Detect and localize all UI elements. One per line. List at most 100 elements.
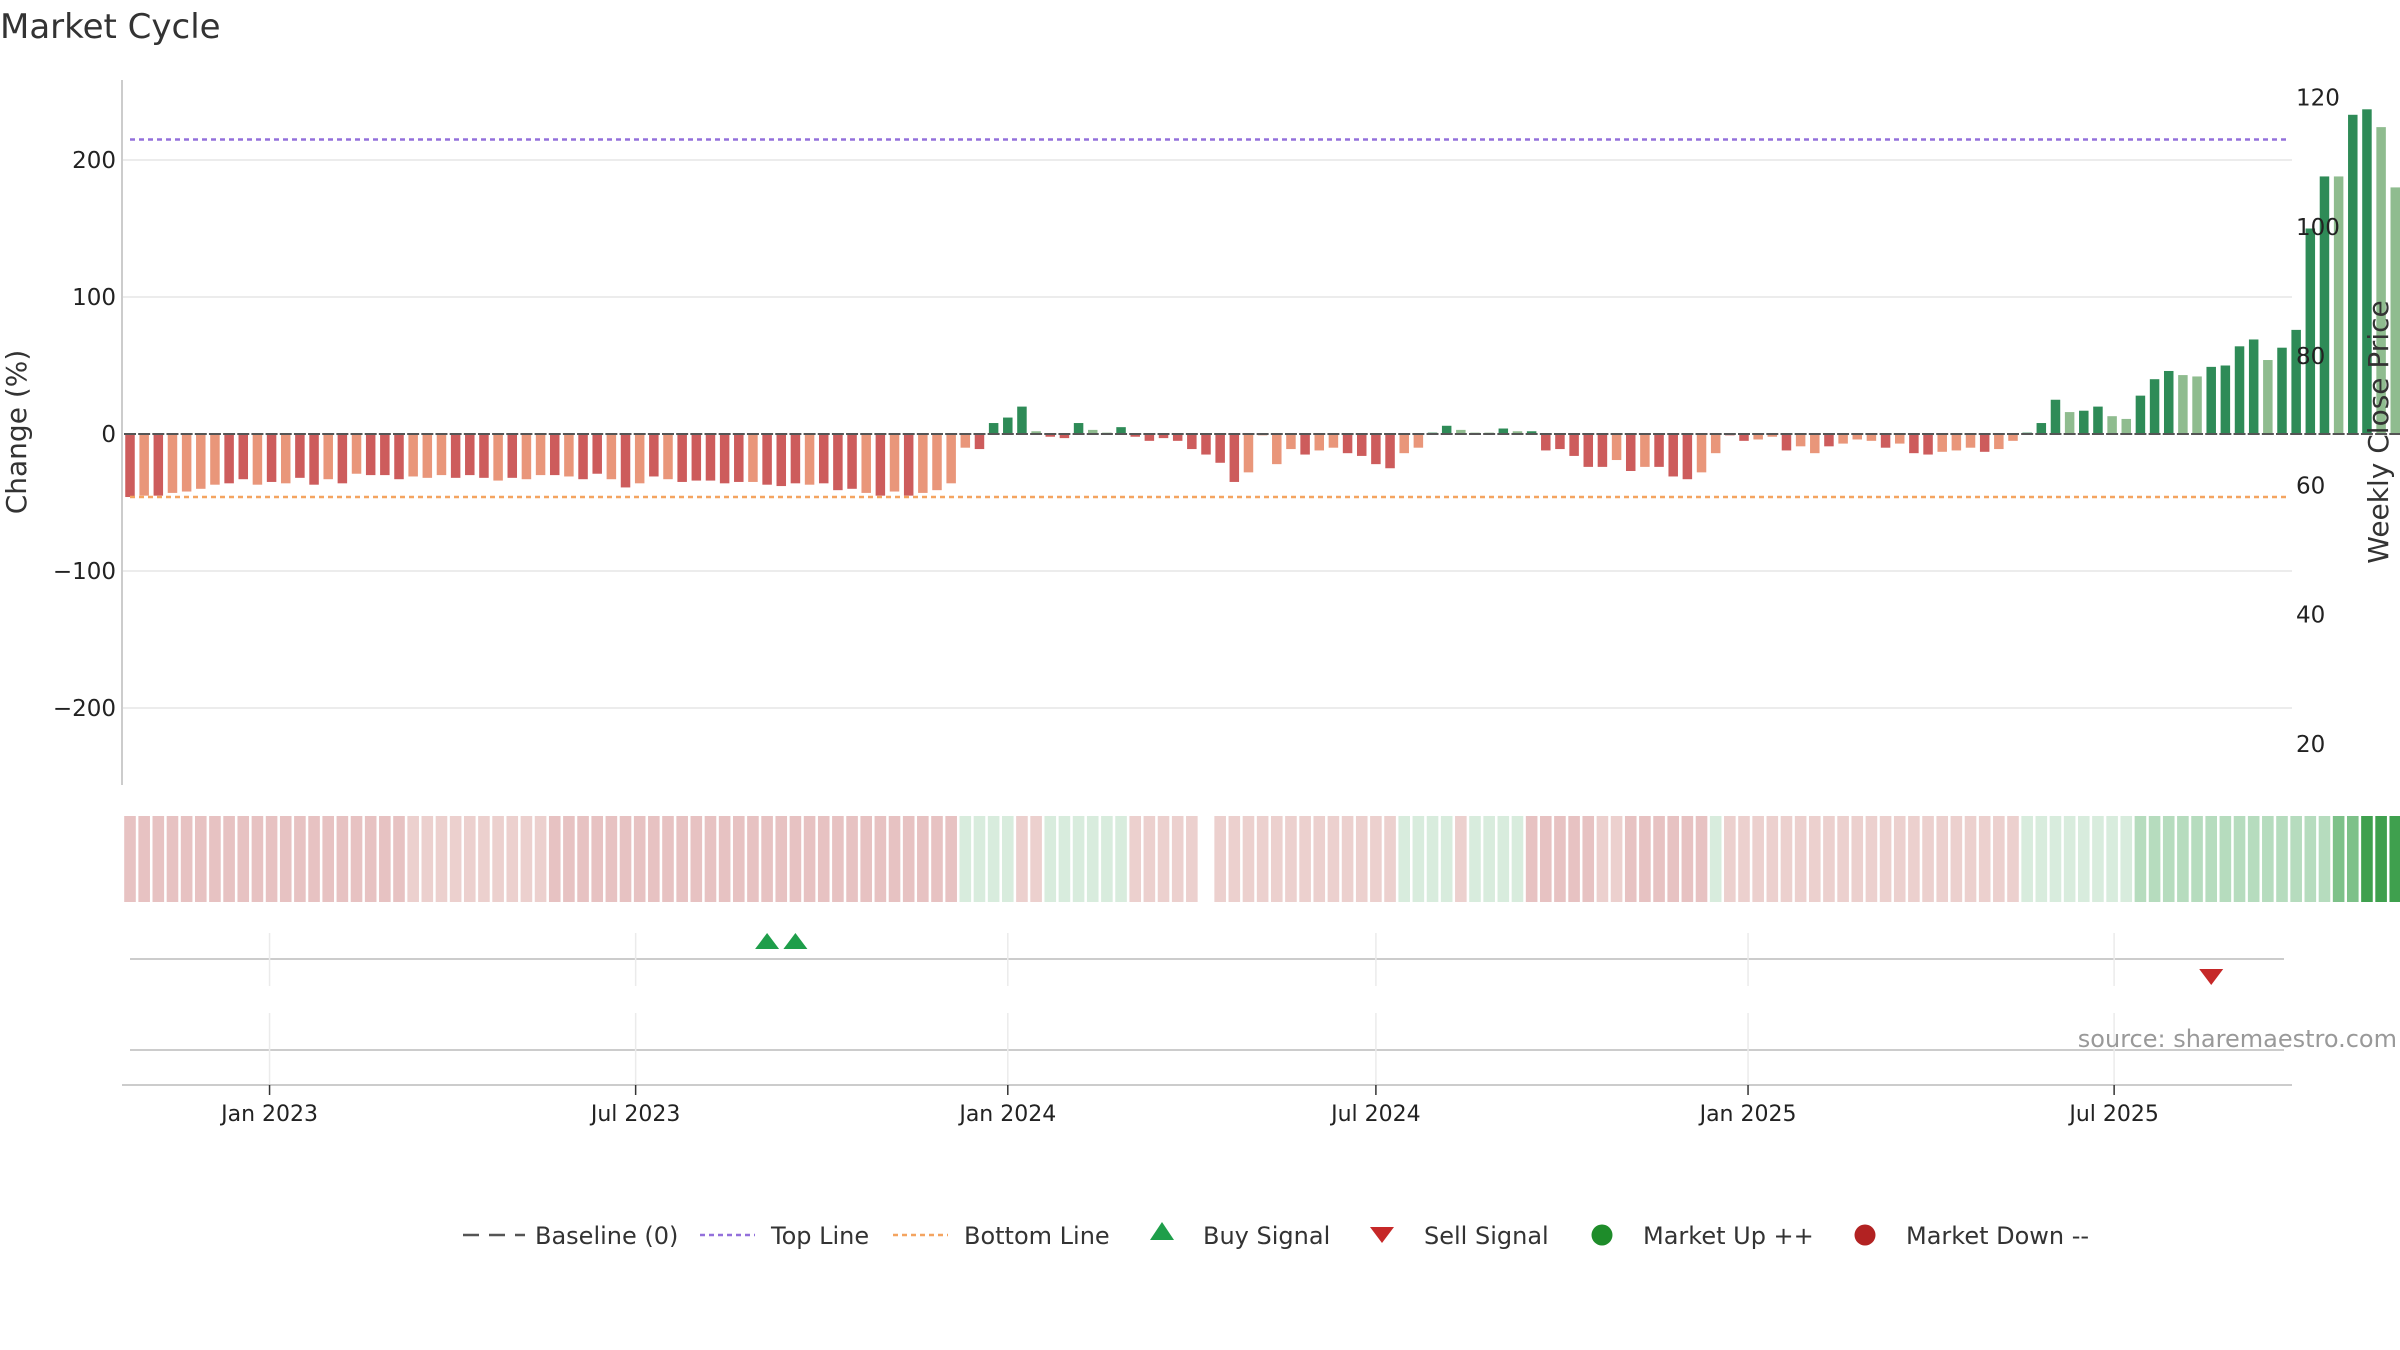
change-bar (479, 434, 489, 478)
heat-cell (789, 816, 802, 902)
change-bar (196, 434, 206, 489)
change-bar (1272, 434, 1282, 465)
change-bar (988, 423, 999, 434)
heat-cell (1058, 816, 1071, 902)
heat-cell (1270, 816, 1283, 902)
date-tick-label: Jul 2025 (2067, 1102, 2159, 1127)
change-bar (465, 434, 475, 476)
heat-cell (2290, 816, 2302, 902)
heat-cell (902, 816, 915, 902)
heat-cell (874, 816, 887, 902)
heat-cell (336, 816, 349, 902)
heat-cell (1695, 816, 1708, 902)
chart-title: Market Cycle (0, 7, 221, 47)
change-bar (535, 434, 546, 476)
heat-cell (1922, 816, 1934, 902)
change-bar (1541, 434, 1551, 451)
heat-cell (1667, 816, 1680, 902)
heat-cell (209, 816, 221, 902)
heat-cell (152, 816, 165, 902)
change-bar (1144, 434, 1155, 441)
date-tick-label: Jan 2025 (1698, 1102, 1797, 1127)
change-bar (1300, 434, 1310, 455)
change-bar (1243, 434, 1254, 473)
change-bar (847, 434, 857, 489)
change-bar (578, 434, 588, 480)
heat-cell (1865, 816, 1878, 902)
heat-cell (463, 816, 476, 902)
change-bar (1937, 434, 1947, 452)
change-bar (946, 434, 956, 484)
change-bar (2263, 360, 2273, 434)
change-bar (1201, 434, 1211, 455)
heat-cell (364, 816, 377, 902)
heat-cell (1511, 816, 1524, 902)
heat-cell (1808, 816, 1821, 902)
change-bar (649, 434, 659, 477)
change-bar (2135, 395, 2146, 434)
heat-cell (2233, 816, 2246, 902)
heat-cell (1455, 816, 1467, 902)
change-bar (2390, 187, 2400, 434)
reference-lines (130, 138, 2290, 499)
change-bar (295, 434, 305, 478)
change-bar (2234, 346, 2245, 434)
change-bar (2277, 347, 2287, 434)
change-bar (2149, 379, 2160, 434)
heat-cell (1936, 816, 1949, 902)
change-bar (2163, 370, 2174, 434)
change-bar (1965, 434, 1976, 448)
heat-cell (492, 816, 504, 902)
change-bar (2376, 127, 2386, 435)
heat-cell (1596, 816, 1609, 902)
heat-cell (775, 816, 788, 902)
legend-sell-signal-icon (1370, 1227, 1394, 1243)
date-tick-label: Jan 2024 (957, 1102, 1056, 1127)
change-bar (2050, 399, 2061, 434)
heat-cell (407, 816, 419, 902)
heat-cell (138, 816, 150, 902)
change-bar (1328, 434, 1339, 448)
heat-cell (1299, 816, 1311, 902)
change-bar (1456, 429, 1466, 434)
change-bar (351, 434, 362, 474)
change-bar (1923, 434, 1933, 455)
legend-buy-signal-icon (1150, 1222, 1174, 1240)
heat-cell (1370, 816, 1382, 902)
right-tick-label: 100 (2296, 215, 2340, 241)
change-bar (422, 434, 433, 478)
heat-cell (1525, 816, 1538, 902)
heat-cell (1539, 816, 1552, 902)
heat-cell (1568, 816, 1580, 902)
heat-cell (1908, 816, 1920, 902)
change-bar (620, 434, 631, 488)
heat-cell (506, 816, 519, 902)
buy-signal-marker (755, 933, 780, 949)
change-bar (153, 434, 164, 496)
heat-cell (1837, 816, 1849, 902)
change-bar (1781, 434, 1792, 451)
change-bar (1979, 434, 1990, 452)
change-bar (337, 434, 348, 484)
heat-cell (435, 816, 448, 902)
change-bar (2206, 366, 2216, 434)
change-bar (960, 434, 971, 448)
legend-label: Market Up ++ (1643, 1222, 1814, 1250)
heat-cell (1893, 816, 1906, 902)
heat-cell (1072, 816, 1085, 902)
heat-cell (449, 816, 462, 902)
heat-cell (2191, 816, 2203, 902)
heat-cell (1285, 816, 1297, 902)
heat-cell (2106, 816, 2118, 902)
heat-cell (1313, 816, 1326, 902)
heat-cell (2092, 816, 2104, 902)
heat-cell (1398, 816, 1411, 902)
heat-cell (223, 816, 235, 902)
heat-cell (803, 816, 816, 902)
heat-cell (973, 816, 986, 902)
change-bar (1498, 428, 1509, 434)
heat-cell (987, 816, 1000, 902)
change-bar (1824, 434, 1834, 447)
change-bar (634, 434, 645, 484)
change-bar (1951, 434, 1962, 451)
